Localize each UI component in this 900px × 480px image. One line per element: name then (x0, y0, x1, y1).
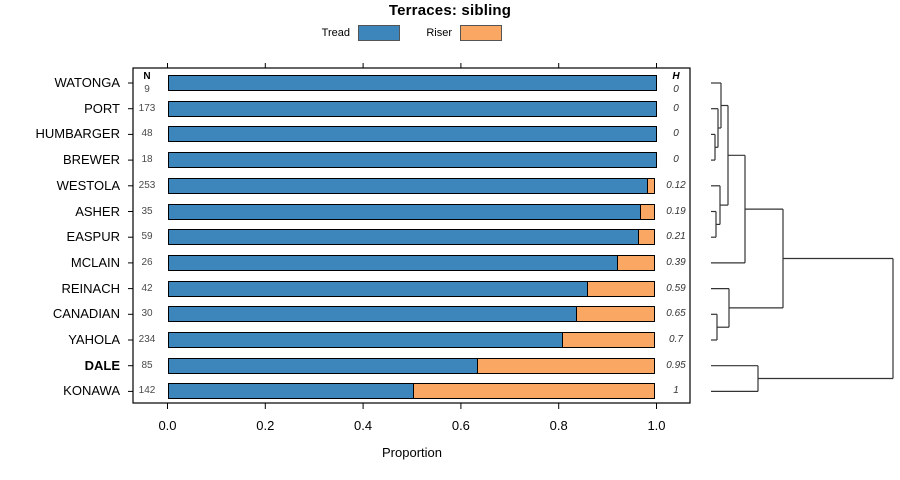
h-value: 0.7 (669, 334, 683, 345)
tread-segment (167, 332, 564, 348)
stacked-bar-brewer (167, 152, 657, 169)
n-value: 18 (141, 154, 153, 166)
tread-segment (167, 177, 649, 194)
legend-label-riser: Riser (426, 27, 452, 39)
h-value: 0.59 (666, 282, 686, 294)
stacked-bar-dale (167, 357, 657, 374)
n-value: 30 (141, 308, 153, 320)
h-value: 0 (673, 102, 679, 114)
tread-segment (167, 126, 657, 143)
h-value: 0 (673, 84, 679, 95)
stacked-bar-easpur (167, 229, 657, 246)
stacked-bar-mclain (167, 254, 657, 271)
tread-segment (167, 75, 657, 91)
n-value: 59 (141, 231, 153, 243)
n-value: 9 (144, 84, 150, 95)
n-value: 142 (138, 385, 156, 397)
stacked-bar-westola (167, 177, 657, 194)
row-label-yahola: YAHOLA (68, 332, 120, 347)
row-label-reinach: REINACH (61, 280, 120, 296)
riser-segment (639, 203, 655, 220)
tread-segment (167, 229, 640, 246)
x-tick-label: 0.6 (451, 418, 470, 433)
row-label-humbarger: HUMBARGER (35, 126, 120, 142)
tread-segment (167, 357, 479, 374)
riser-segment (412, 383, 655, 400)
n-value: 42 (141, 282, 153, 294)
stacked-bar-port (167, 100, 657, 117)
legend-swatch-riser (460, 25, 502, 41)
stacked-bar-reinach (167, 280, 657, 297)
row-label-asher: ASHER (75, 203, 120, 219)
legend-label-tread: Tread (321, 27, 350, 39)
tread-segment (167, 306, 578, 323)
x-tick-label: 0.2 (256, 418, 275, 433)
row-label-canadian: CANADIAN (52, 306, 120, 322)
riser-segment (586, 280, 655, 297)
legend-swatch-tread (358, 25, 400, 41)
h-value: 1 (673, 385, 679, 397)
riser-segment (637, 229, 655, 246)
h-value: 0.65 (666, 308, 686, 320)
row-label-konawa: KONAWA (63, 383, 120, 399)
n-value: 26 (141, 256, 153, 268)
n-value: 48 (141, 128, 153, 140)
tread-segment (167, 152, 657, 169)
riser-segment (476, 357, 655, 374)
x-tick-label: 0.0 (158, 418, 177, 433)
tread-segment (167, 383, 415, 400)
stacked-bar-konawa (167, 383, 657, 400)
h-value: 0.21 (666, 231, 686, 243)
h-value: 0.95 (666, 359, 686, 371)
tread-segment (167, 280, 589, 297)
riser-segment (616, 254, 655, 271)
n-value: 253 (138, 179, 156, 191)
row-label-brewer: BREWER (62, 152, 120, 168)
dendrogram (711, 82, 894, 392)
chart-title: Terraces: sibling (388, 2, 512, 19)
row-label-easpur: EASPUR (66, 229, 120, 245)
stacked-bar-watonga (167, 75, 657, 91)
n-column-header: N (143, 71, 151, 82)
x-axis-label: Proportion (382, 445, 442, 460)
riser-segment (561, 332, 655, 348)
stacked-bar-canadian (167, 306, 657, 323)
n-value: 35 (141, 205, 153, 217)
tread-segment (167, 203, 642, 220)
n-value: 234 (138, 334, 156, 345)
row-label-mclain: MCLAIN (70, 254, 120, 270)
h-value: 0.39 (666, 256, 686, 268)
row-label-dale: DALE (84, 357, 120, 373)
riser-segment (575, 306, 655, 323)
h-value: 0 (673, 128, 679, 140)
row-label-watonga: WATONGA (54, 75, 120, 90)
stacked-bar-asher (167, 203, 657, 220)
n-value: 85 (141, 359, 153, 371)
h-value: 0.19 (666, 205, 686, 217)
stacked-bar-humbarger (167, 126, 657, 143)
x-tick-label: 0.4 (354, 418, 373, 433)
tread-segment (167, 100, 657, 117)
h-column-header: H (672, 71, 680, 82)
x-tick-label: 1.0 (647, 418, 666, 433)
row-label-westola: WESTOLA (56, 177, 120, 193)
n-value: 173 (138, 102, 156, 114)
riser-segment (646, 177, 655, 194)
x-tick-label: 0.8 (549, 418, 568, 433)
stacked-bar-yahola (167, 332, 657, 348)
h-value: 0 (673, 154, 679, 166)
row-label-port: PORT (84, 100, 120, 116)
h-value: 0.12 (666, 179, 686, 191)
tread-segment (167, 254, 619, 271)
